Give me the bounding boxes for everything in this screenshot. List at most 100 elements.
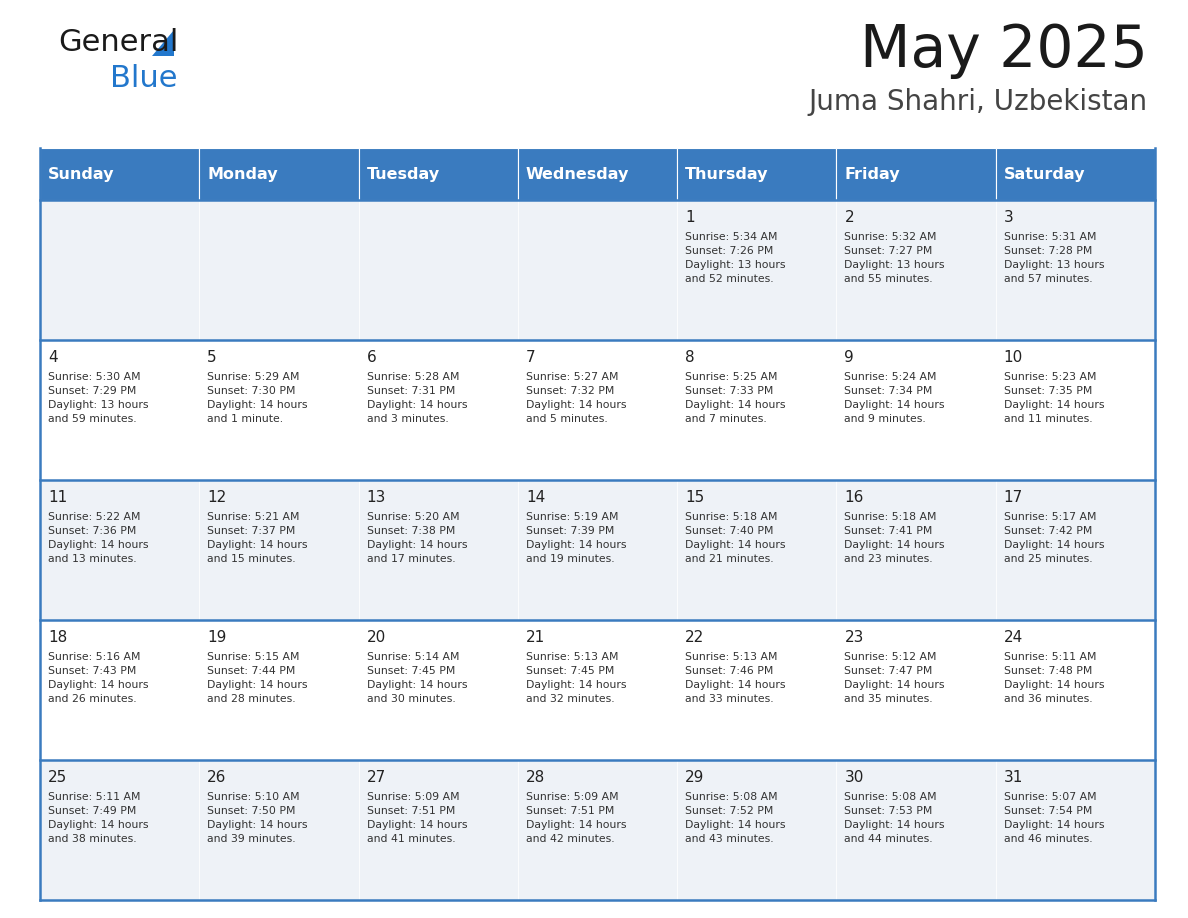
Text: Sunrise: 5:24 AM
Sunset: 7:34 PM
Daylight: 14 hours
and 9 minutes.: Sunrise: 5:24 AM Sunset: 7:34 PM Dayligh…	[845, 372, 944, 424]
Text: Saturday: Saturday	[1004, 166, 1085, 182]
Text: 18: 18	[48, 630, 68, 645]
Text: Wednesday: Wednesday	[526, 166, 630, 182]
Text: Sunrise: 5:34 AM
Sunset: 7:26 PM
Daylight: 13 hours
and 52 minutes.: Sunrise: 5:34 AM Sunset: 7:26 PM Dayligh…	[685, 232, 785, 284]
Text: 21: 21	[526, 630, 545, 645]
Text: Sunrise: 5:17 AM
Sunset: 7:42 PM
Daylight: 14 hours
and 25 minutes.: Sunrise: 5:17 AM Sunset: 7:42 PM Dayligh…	[1004, 512, 1104, 564]
Text: 25: 25	[48, 770, 68, 785]
Text: Sunrise: 5:15 AM
Sunset: 7:44 PM
Daylight: 14 hours
and 28 minutes.: Sunrise: 5:15 AM Sunset: 7:44 PM Dayligh…	[207, 652, 308, 704]
Text: 11: 11	[48, 490, 68, 505]
Bar	[677, 200, 836, 340]
Bar	[836, 148, 996, 200]
Bar	[996, 340, 1155, 480]
Bar	[836, 480, 996, 620]
Bar	[518, 200, 677, 340]
Text: 31: 31	[1004, 770, 1023, 785]
Text: Sunrise: 5:27 AM
Sunset: 7:32 PM
Daylight: 14 hours
and 5 minutes.: Sunrise: 5:27 AM Sunset: 7:32 PM Dayligh…	[526, 372, 626, 424]
Text: Monday: Monday	[207, 166, 278, 182]
Text: Sunrise: 5:08 AM
Sunset: 7:53 PM
Daylight: 14 hours
and 44 minutes.: Sunrise: 5:08 AM Sunset: 7:53 PM Dayligh…	[845, 792, 944, 844]
Text: Sunrise: 5:22 AM
Sunset: 7:36 PM
Daylight: 14 hours
and 13 minutes.: Sunrise: 5:22 AM Sunset: 7:36 PM Dayligh…	[48, 512, 148, 564]
Text: Sunrise: 5:11 AM
Sunset: 7:49 PM
Daylight: 14 hours
and 38 minutes.: Sunrise: 5:11 AM Sunset: 7:49 PM Dayligh…	[48, 792, 148, 844]
Bar	[996, 620, 1155, 760]
Text: Sunrise: 5:31 AM
Sunset: 7:28 PM
Daylight: 13 hours
and 57 minutes.: Sunrise: 5:31 AM Sunset: 7:28 PM Dayligh…	[1004, 232, 1104, 284]
Text: 7: 7	[526, 350, 536, 365]
Text: Sunrise: 5:10 AM
Sunset: 7:50 PM
Daylight: 14 hours
and 39 minutes.: Sunrise: 5:10 AM Sunset: 7:50 PM Dayligh…	[207, 792, 308, 844]
Text: General: General	[58, 28, 178, 57]
Text: Sunrise: 5:18 AM
Sunset: 7:40 PM
Daylight: 14 hours
and 21 minutes.: Sunrise: 5:18 AM Sunset: 7:40 PM Dayligh…	[685, 512, 785, 564]
Text: 3: 3	[1004, 210, 1013, 225]
Text: Sunrise: 5:09 AM
Sunset: 7:51 PM
Daylight: 14 hours
and 41 minutes.: Sunrise: 5:09 AM Sunset: 7:51 PM Dayligh…	[367, 792, 467, 844]
Text: Sunrise: 5:25 AM
Sunset: 7:33 PM
Daylight: 14 hours
and 7 minutes.: Sunrise: 5:25 AM Sunset: 7:33 PM Dayligh…	[685, 372, 785, 424]
Bar	[359, 148, 518, 200]
Text: 16: 16	[845, 490, 864, 505]
Text: Sunrise: 5:16 AM
Sunset: 7:43 PM
Daylight: 14 hours
and 26 minutes.: Sunrise: 5:16 AM Sunset: 7:43 PM Dayligh…	[48, 652, 148, 704]
Text: Sunrise: 5:29 AM
Sunset: 7:30 PM
Daylight: 14 hours
and 1 minute.: Sunrise: 5:29 AM Sunset: 7:30 PM Dayligh…	[207, 372, 308, 424]
Text: Blue: Blue	[110, 64, 177, 93]
Bar	[996, 760, 1155, 900]
Bar	[996, 200, 1155, 340]
Bar	[677, 340, 836, 480]
Bar	[677, 620, 836, 760]
Text: 6: 6	[367, 350, 377, 365]
Text: Sunrise: 5:21 AM
Sunset: 7:37 PM
Daylight: 14 hours
and 15 minutes.: Sunrise: 5:21 AM Sunset: 7:37 PM Dayligh…	[207, 512, 308, 564]
Bar	[518, 620, 677, 760]
Text: 28: 28	[526, 770, 545, 785]
Bar	[200, 200, 359, 340]
Text: Sunrise: 5:28 AM
Sunset: 7:31 PM
Daylight: 14 hours
and 3 minutes.: Sunrise: 5:28 AM Sunset: 7:31 PM Dayligh…	[367, 372, 467, 424]
Text: Sunrise: 5:20 AM
Sunset: 7:38 PM
Daylight: 14 hours
and 17 minutes.: Sunrise: 5:20 AM Sunset: 7:38 PM Dayligh…	[367, 512, 467, 564]
Polygon shape	[152, 30, 173, 56]
Text: Sunrise: 5:13 AM
Sunset: 7:45 PM
Daylight: 14 hours
and 32 minutes.: Sunrise: 5:13 AM Sunset: 7:45 PM Dayligh…	[526, 652, 626, 704]
Text: Sunrise: 5:13 AM
Sunset: 7:46 PM
Daylight: 14 hours
and 33 minutes.: Sunrise: 5:13 AM Sunset: 7:46 PM Dayligh…	[685, 652, 785, 704]
Bar	[518, 480, 677, 620]
Bar	[996, 480, 1155, 620]
Text: Tuesday: Tuesday	[367, 166, 440, 182]
Text: Sunrise: 5:12 AM
Sunset: 7:47 PM
Daylight: 14 hours
and 35 minutes.: Sunrise: 5:12 AM Sunset: 7:47 PM Dayligh…	[845, 652, 944, 704]
Text: 27: 27	[367, 770, 386, 785]
Text: 14: 14	[526, 490, 545, 505]
Bar	[359, 760, 518, 900]
Text: 15: 15	[685, 490, 704, 505]
Text: Sunrise: 5:18 AM
Sunset: 7:41 PM
Daylight: 14 hours
and 23 minutes.: Sunrise: 5:18 AM Sunset: 7:41 PM Dayligh…	[845, 512, 944, 564]
Bar	[40, 148, 200, 200]
Bar	[40, 620, 200, 760]
Text: Sunrise: 5:09 AM
Sunset: 7:51 PM
Daylight: 14 hours
and 42 minutes.: Sunrise: 5:09 AM Sunset: 7:51 PM Dayligh…	[526, 792, 626, 844]
Text: Friday: Friday	[845, 166, 901, 182]
Bar	[677, 148, 836, 200]
Text: Sunrise: 5:08 AM
Sunset: 7:52 PM
Daylight: 14 hours
and 43 minutes.: Sunrise: 5:08 AM Sunset: 7:52 PM Dayligh…	[685, 792, 785, 844]
Bar	[677, 760, 836, 900]
Bar	[200, 760, 359, 900]
Text: 30: 30	[845, 770, 864, 785]
Text: May 2025: May 2025	[860, 22, 1148, 79]
Bar	[40, 200, 200, 340]
Bar	[200, 148, 359, 200]
Bar	[836, 620, 996, 760]
Text: Sunrise: 5:30 AM
Sunset: 7:29 PM
Daylight: 13 hours
and 59 minutes.: Sunrise: 5:30 AM Sunset: 7:29 PM Dayligh…	[48, 372, 148, 424]
Bar	[200, 480, 359, 620]
Bar	[359, 480, 518, 620]
Text: 17: 17	[1004, 490, 1023, 505]
Text: 23: 23	[845, 630, 864, 645]
Text: 9: 9	[845, 350, 854, 365]
Text: 1: 1	[685, 210, 695, 225]
Text: 4: 4	[48, 350, 58, 365]
Bar	[518, 148, 677, 200]
Text: 10: 10	[1004, 350, 1023, 365]
Text: 29: 29	[685, 770, 704, 785]
Text: 5: 5	[207, 350, 217, 365]
Text: Thursday: Thursday	[685, 166, 769, 182]
Text: Sunrise: 5:32 AM
Sunset: 7:27 PM
Daylight: 13 hours
and 55 minutes.: Sunrise: 5:32 AM Sunset: 7:27 PM Dayligh…	[845, 232, 944, 284]
Text: Juma Shahri, Uzbekistan: Juma Shahri, Uzbekistan	[809, 88, 1148, 116]
Bar	[359, 200, 518, 340]
Text: 19: 19	[207, 630, 227, 645]
Bar	[40, 760, 200, 900]
Text: Sunrise: 5:19 AM
Sunset: 7:39 PM
Daylight: 14 hours
and 19 minutes.: Sunrise: 5:19 AM Sunset: 7:39 PM Dayligh…	[526, 512, 626, 564]
Bar	[40, 340, 200, 480]
Bar	[836, 760, 996, 900]
Text: Sunrise: 5:14 AM
Sunset: 7:45 PM
Daylight: 14 hours
and 30 minutes.: Sunrise: 5:14 AM Sunset: 7:45 PM Dayligh…	[367, 652, 467, 704]
Text: Sunday: Sunday	[48, 166, 114, 182]
Bar	[996, 148, 1155, 200]
Bar	[836, 340, 996, 480]
Bar	[359, 620, 518, 760]
Bar	[518, 340, 677, 480]
Text: 20: 20	[367, 630, 386, 645]
Text: Sunrise: 5:23 AM
Sunset: 7:35 PM
Daylight: 14 hours
and 11 minutes.: Sunrise: 5:23 AM Sunset: 7:35 PM Dayligh…	[1004, 372, 1104, 424]
